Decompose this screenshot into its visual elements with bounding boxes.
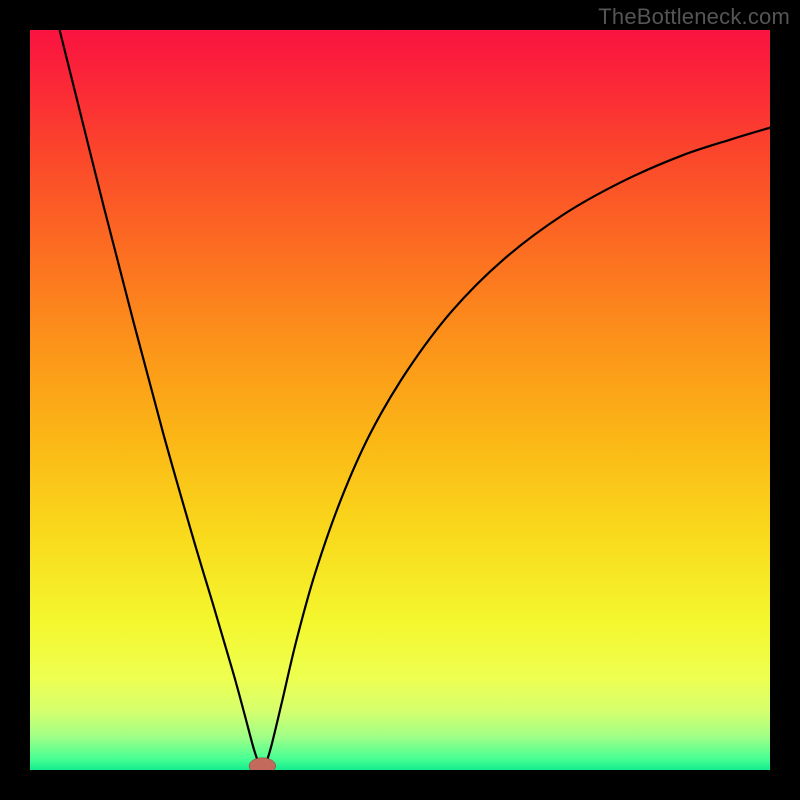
plot-svg — [30, 30, 770, 770]
watermark-text: TheBottleneck.com — [598, 4, 790, 30]
plot-area — [30, 30, 770, 770]
chart-root: TheBottleneck.com — [0, 0, 800, 800]
gradient-background — [30, 30, 770, 770]
